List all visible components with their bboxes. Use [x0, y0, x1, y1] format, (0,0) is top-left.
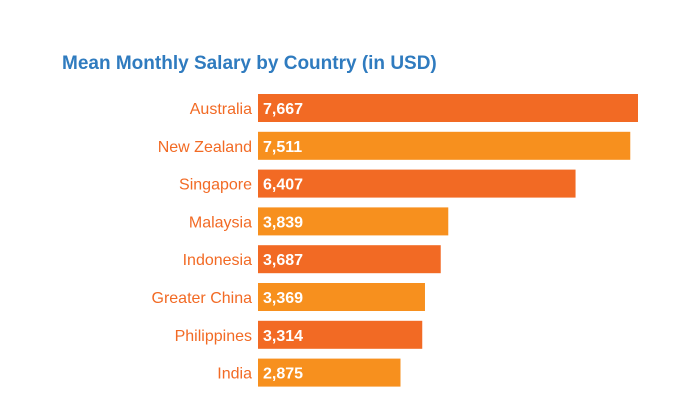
category-label: Indonesia — [183, 252, 252, 269]
category-label: New Zealand — [158, 139, 252, 156]
chart-title: Mean Monthly Salary by Country (in USD) — [62, 53, 437, 74]
value-label: 7,511 — [263, 139, 302, 156]
bar-indonesia — [258, 245, 441, 274]
bar-india — [258, 358, 401, 387]
bar-philippines — [258, 320, 423, 349]
bar-australia — [258, 94, 638, 122]
category-label: India — [217, 366, 252, 383]
value-label: 3,314 — [263, 328, 303, 345]
category-label: Singapore — [179, 177, 252, 194]
value-label: 6,407 — [263, 177, 303, 194]
bar-new-zealand — [258, 131, 631, 160]
category-label: Malaysia — [189, 214, 252, 231]
value-label: 7,667 — [263, 101, 303, 118]
bar-greater-china — [258, 283, 425, 311]
category-label: Philippines — [175, 328, 252, 345]
bar-singapore — [258, 169, 576, 198]
category-label: Australia — [190, 101, 252, 118]
value-label: 2,875 — [263, 366, 303, 383]
bars-group: Australia 7,667 New Zealand 7,511 Singapore 6… — [152, 94, 638, 387]
value-label: 3,369 — [263, 290, 303, 307]
bar-malaysia — [258, 207, 449, 236]
value-label: 3,687 — [263, 252, 303, 269]
value-label: 3,839 — [263, 214, 303, 231]
category-label: Greater China — [152, 290, 253, 307]
